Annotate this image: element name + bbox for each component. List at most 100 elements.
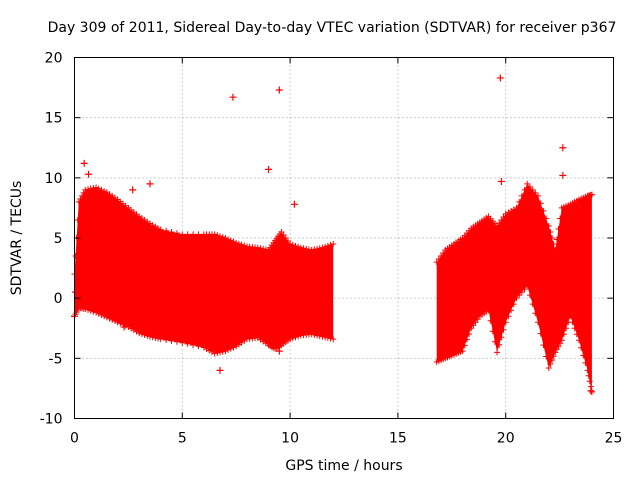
outlier-point [265, 165, 273, 173]
edge-marker-upper [322, 243, 329, 250]
edge-marker-upper [233, 239, 240, 246]
edge-marker-upper [222, 235, 229, 241]
edge-marker-upper [513, 204, 520, 211]
edge-marker-upper [545, 222, 552, 229]
edge-marker-lower [547, 361, 554, 368]
edge-marker-upper [90, 185, 97, 192]
edge-marker-upper [550, 241, 557, 248]
edge-marker-upper [179, 231, 186, 238]
edge-marker-lower [287, 336, 294, 343]
edge-marker-lower [230, 344, 237, 351]
edge-marker-upper [557, 215, 564, 222]
edge-marker-lower [513, 295, 520, 302]
outlier-point [120, 323, 128, 331]
outlier-point [216, 366, 224, 374]
edge-marker-upper [526, 183, 533, 190]
edge-marker-lower [93, 309, 100, 316]
y-tick-labels: -10 -5 0 5 10 15 20 [40, 51, 63, 428]
edge-marker-upper [227, 237, 234, 244]
edge-marker-upper [190, 231, 197, 238]
edge-marker-upper [84, 186, 91, 193]
edge-marker-lower [516, 292, 523, 299]
edge-marker-upper [435, 256, 442, 263]
edge-marker-upper [278, 228, 285, 235]
outlier-point [275, 347, 283, 355]
edge-marker-upper [547, 228, 554, 235]
x-axis-label: GPS time / hours [285, 458, 402, 474]
outlier-point [72, 288, 80, 296]
edge-marker-upper [498, 216, 505, 223]
edge-marker-lower [316, 333, 323, 340]
edge-marker-upper [496, 219, 503, 226]
outlier-point [290, 200, 298, 208]
edge-marker-upper [72, 253, 79, 260]
edge-marker-upper [238, 241, 245, 248]
edge-marker-lower [195, 343, 202, 350]
edge-marker-lower [101, 313, 108, 320]
outlier-point [559, 171, 567, 179]
edge-marker-lower [163, 336, 170, 343]
edge-marker-lower [155, 335, 162, 342]
outlier-points [71, 74, 595, 395]
outlier-point [496, 74, 504, 82]
edge-marker-upper [93, 184, 100, 191]
edge-marker-upper [87, 185, 94, 192]
edge-marker-upper [163, 227, 170, 234]
edge-marker-lower [184, 340, 191, 347]
edge-marker-lower [111, 318, 118, 325]
edge-marker-lower [314, 332, 321, 339]
edge-marker-lower [173, 338, 180, 345]
edge-marker-upper [289, 241, 296, 248]
edge-marker-upper [316, 245, 323, 252]
edge-marker-upper [540, 207, 547, 214]
edge-marker-upper [308, 247, 315, 254]
data-band-2 [436, 183, 592, 392]
edge-marker-lower [487, 317, 494, 324]
edge-marker-lower [585, 372, 592, 379]
edge-marker-lower [109, 316, 116, 323]
edge-marker-upper [521, 186, 528, 193]
edge-marker-upper [79, 192, 86, 199]
edge-marker-lower [584, 367, 591, 374]
edge-marker-upper [230, 238, 237, 245]
edge-marker-upper [535, 192, 542, 199]
edge-marker-lower [152, 334, 159, 341]
outlier-point [146, 180, 154, 188]
edge-marker-lower [319, 333, 326, 340]
edge-marker-lower [146, 333, 153, 340]
edge-marker-lower [82, 305, 89, 312]
x-tick-label: 5 [178, 431, 187, 447]
edge-marker-lower [211, 350, 218, 357]
y-tick-label: 5 [54, 231, 63, 247]
edge-marker-lower [567, 313, 574, 320]
edge-marker-lower [582, 359, 589, 366]
edge-marker-lower [496, 341, 503, 348]
edge-marker-lower [586, 378, 593, 385]
edge-marker-lower [463, 336, 470, 343]
edge-marker-lower [502, 319, 509, 326]
edge-marker-upper [254, 244, 261, 251]
edge-marker-lower [219, 348, 226, 355]
edge-marker-upper [217, 233, 224, 240]
edge-marker-lower [95, 310, 102, 317]
y-axis-label: SDTVAR / TECUs [9, 181, 25, 296]
edge-marker-upper [95, 185, 102, 192]
chart-title: Day 309 of 2011, Sidereal Day-to-day VTE… [48, 20, 617, 36]
edge-marker-upper [292, 242, 299, 249]
edge-marker-upper [440, 250, 447, 257]
edge-marker-lower [459, 348, 466, 355]
edge-marker-upper [168, 228, 175, 235]
edge-marker-lower [472, 319, 479, 326]
edge-marker-lower [225, 346, 232, 353]
edge-marker-lower [505, 313, 512, 320]
edge-marker-upper [524, 180, 531, 187]
edge-marker-upper [211, 231, 218, 238]
edge-marker-lower [141, 331, 148, 338]
edge-marker-lower [87, 307, 94, 314]
edge-marker-lower [500, 326, 507, 333]
edge-marker-lower [532, 310, 539, 317]
edge-marker-lower [521, 286, 528, 293]
edge-marker-lower [324, 334, 331, 341]
edge-marker-upper [184, 231, 191, 238]
